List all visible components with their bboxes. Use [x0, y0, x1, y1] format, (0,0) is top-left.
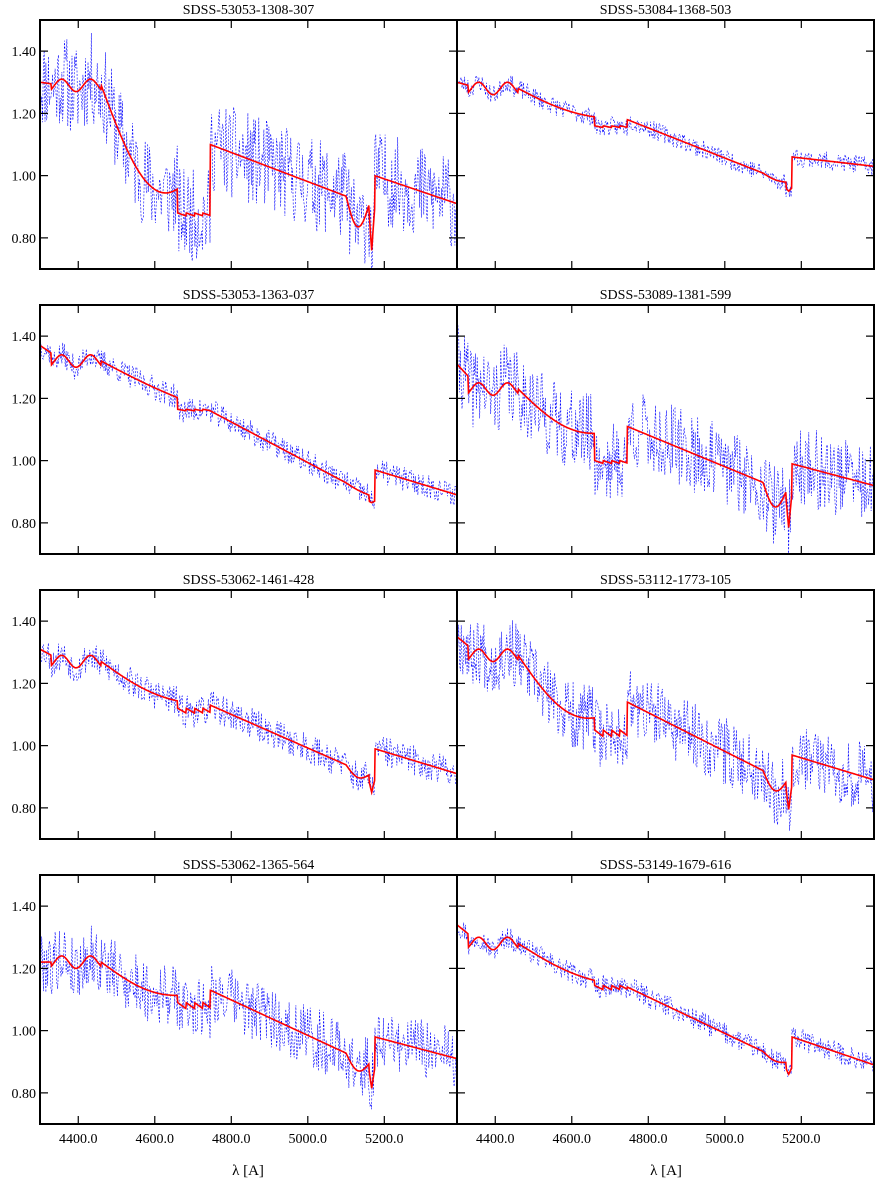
y-tick-label: 1.00 [12, 455, 37, 470]
panel-title: SDSS-53084-1368-503 [600, 3, 731, 18]
observed-spectrum-line [457, 922, 874, 1077]
model-spectrum-line [40, 344, 457, 504]
y-tick-label: 1.20 [12, 962, 37, 977]
x-axis-label-right: λ [A] [650, 1163, 682, 1179]
panel-title: SDSS-53149-1679-616 [600, 858, 731, 873]
panel-frame [39, 589, 458, 840]
panel-frame [456, 304, 875, 555]
model-spectrum-line [40, 955, 457, 1089]
panel-frame [456, 589, 875, 840]
panel-title: SDSS-53089-1381-599 [600, 288, 731, 303]
model-spectrum-line [40, 78, 457, 251]
y-tick-label: 1.20 [12, 677, 37, 692]
y-tick-label: 0.80 [12, 1087, 37, 1102]
panel-6: SDSS-53112-1773-105 [456, 573, 875, 840]
panel-title: SDSS-53112-1773-105 [600, 573, 731, 588]
observed-spectrum-line [457, 620, 874, 831]
x-tick-label: 4400.0 [59, 1132, 98, 1147]
observed-spectrum-line [457, 324, 874, 554]
observed-spectrum-line [40, 642, 457, 796]
y-tick-label: 0.80 [12, 517, 37, 532]
model-spectrum-line [40, 648, 457, 796]
y-tick-label: 1.20 [12, 392, 37, 407]
x-tick-label: 5000.0 [706, 1132, 745, 1147]
y-tick-label: 1.00 [12, 170, 37, 185]
panel-title: SDSS-53062-1461-428 [183, 573, 314, 588]
observed-spectrum-line [40, 32, 457, 269]
x-tick-label: 5000.0 [289, 1132, 328, 1147]
panel-title: SDSS-53062-1365-564 [183, 858, 314, 873]
y-tick-label: 1.40 [12, 45, 37, 60]
y-tick-label: 1.40 [12, 330, 37, 345]
panel-frame [456, 874, 875, 1125]
x-tick-label: 4400.0 [476, 1132, 515, 1147]
y-tick-label: 0.80 [12, 802, 37, 817]
panel-title: SDSS-53053-1363-037 [183, 288, 314, 303]
model-spectrum-line [457, 363, 874, 528]
y-tick-label: 1.40 [12, 900, 37, 915]
panel-grid: SDSS-53053-1308-3070.801.001.201.40SDSS-… [12, 3, 875, 1147]
panel-frame [39, 19, 458, 270]
observed-spectrum-line [40, 925, 457, 1110]
panel-5: SDSS-53062-1461-428 0.80 1.00 1.20 1.40 [12, 573, 458, 840]
x-axis-label-left: λ [A] [232, 1163, 264, 1179]
panel-8: SDSS-53149-1679-616 4400.0 4600.0 4800.0 500… [456, 858, 875, 1147]
panel-7: SDSS-53062-1365-564 0.80 1.00 1.20 1.40 4400.… [12, 858, 458, 1147]
x-tick-label: 4600.0 [136, 1132, 175, 1147]
x-tick-label: 4800.0 [629, 1132, 668, 1147]
y-tick-label: 1.00 [12, 740, 37, 755]
panel-frame [456, 19, 875, 270]
y-tick-label: 0.80 [12, 232, 37, 247]
observed-spectrum-line [40, 342, 457, 509]
panel-3: SDSS-53053-1363-037 0.80 1.00 1.20 1.40 [12, 288, 458, 555]
x-tick-label: 5200.0 [782, 1132, 821, 1147]
x-tick-label: 4800.0 [212, 1132, 251, 1147]
y-tick-label: 1.00 [12, 1025, 37, 1040]
y-tick-label: 1.20 [12, 107, 37, 122]
observed-spectrum-line [457, 74, 874, 197]
model-spectrum-line [457, 924, 874, 1076]
panel-2: SDSS-53084-1368-503 [456, 3, 875, 270]
x-tick-label: 5200.0 [365, 1132, 404, 1147]
model-spectrum-line [457, 81, 874, 193]
y-tick-label: 1.40 [12, 615, 37, 630]
panel-4: SDSS-53089-1381-599 [456, 288, 875, 555]
x-tick-label: 4600.0 [553, 1132, 592, 1147]
panel-frame [39, 874, 458, 1125]
panel-title: SDSS-53053-1308-307 [183, 3, 314, 18]
model-spectrum-line [457, 636, 874, 810]
panel-1: SDSS-53053-1308-307 0.80 1.00 1.20 1.40 [12, 3, 458, 270]
